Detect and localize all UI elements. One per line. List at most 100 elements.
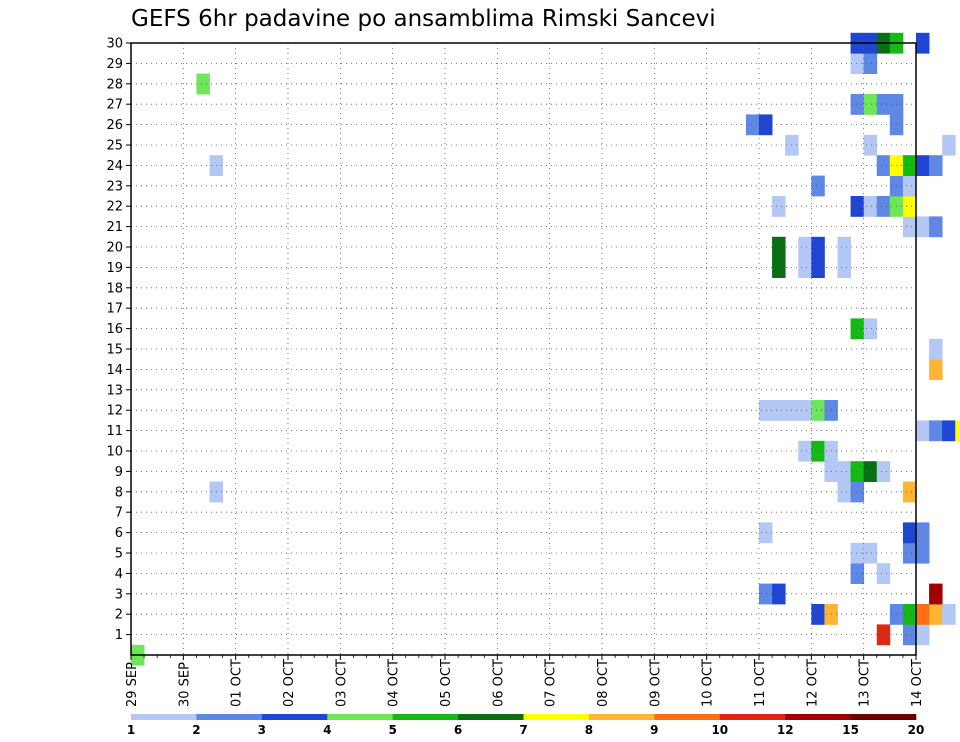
heatmap-cell	[916, 624, 930, 646]
heatmap-cell	[902, 542, 917, 564]
y-tick-label: 6	[115, 526, 123, 541]
colorbar-swatch	[131, 714, 197, 720]
heatmap-cell	[916, 604, 930, 625]
heatmap-cell	[916, 420, 930, 442]
x-axis: 29 SEP 30 SEP 01 OCT 02 OCT 03 OCT 04 OCT 05 O…	[125, 655, 925, 707]
heatmap-cell	[916, 522, 930, 544]
chart-title: GEFS 6hr padavine po ansamblima Rimski S…	[131, 6, 716, 32]
heatmap-cell	[929, 338, 943, 360]
colorbar-label: 15	[842, 723, 859, 737]
heatmap-cell	[772, 583, 786, 605]
heatmap-cell	[955, 420, 960, 442]
colorbar-label: 5	[389, 723, 397, 737]
heatmap-cell	[863, 542, 878, 564]
colorbar-label: 7	[519, 723, 527, 737]
colorbar-label: 9	[650, 723, 658, 737]
heatmap-cell	[929, 420, 943, 442]
heatmap-cell	[759, 400, 773, 421]
heatmap-cell	[902, 175, 917, 197]
heatmap-cell	[929, 583, 943, 605]
y-tick-label: 10	[106, 445, 123, 460]
colorbar-swatch	[785, 714, 851, 720]
y-tick-label: 9	[115, 465, 123, 480]
x-tick-label: 14 OCT	[910, 659, 925, 707]
heatmap-cell	[850, 94, 865, 115]
x-tick-label: 13 OCT	[858, 659, 873, 707]
heatmap-cell	[798, 236, 812, 258]
heatmap-cell	[850, 318, 865, 340]
x-tick-label: 30 SEP	[177, 662, 192, 707]
y-tick-label: 16	[106, 322, 123, 337]
colorbar-swatch	[850, 714, 917, 720]
colorbar-swatch	[458, 714, 524, 720]
heatmap-cell	[798, 440, 812, 462]
y-tick-label: 20	[106, 241, 123, 256]
heatmap-cell	[798, 257, 812, 278]
heatmap-cell	[837, 236, 851, 258]
colorbar-label: 3	[258, 723, 266, 737]
y-tick-label: 8	[115, 485, 123, 500]
heatmap-cell	[811, 236, 825, 258]
colorbar-label: 6	[454, 723, 462, 737]
heatmap-cell	[876, 461, 891, 482]
y-tick-label: 22	[106, 200, 123, 215]
x-tick-label: 29 SEP	[125, 662, 140, 707]
heatmap-cell	[863, 94, 878, 115]
y-tick-label: 29	[106, 57, 123, 72]
y-tick-label: 24	[106, 159, 123, 174]
heatmap-cell	[863, 461, 878, 482]
colorbar-swatch	[392, 714, 459, 720]
heatmap-cell	[850, 481, 865, 503]
y-tick-label: 15	[106, 343, 123, 358]
heatmap-cell	[837, 461, 851, 482]
heatmap-cell	[850, 196, 865, 217]
y-tick-label: 13	[106, 383, 123, 398]
heatmap-cell	[902, 216, 917, 238]
x-tick-label: 10 OCT	[701, 659, 716, 707]
x-tick-label: 05 OCT	[439, 659, 454, 707]
y-tick-label: 21	[106, 220, 123, 235]
y-tick-label: 28	[106, 77, 123, 92]
heatmap-cell	[759, 114, 773, 136]
heatmap-cell	[876, 155, 891, 176]
colorbar-swatch	[261, 714, 328, 720]
heatmap-cell	[942, 420, 956, 442]
y-tick-label: 17	[106, 302, 123, 317]
heatmap-cell	[759, 583, 773, 605]
heatmap-cell	[902, 522, 917, 544]
heatmap-cell	[942, 134, 956, 156]
heatmap-cells	[131, 32, 960, 666]
x-tick-label: 04 OCT	[387, 659, 402, 707]
heatmap-cell	[929, 216, 943, 238]
heatmap-cell	[902, 481, 917, 503]
y-tick-label: 3	[115, 587, 123, 602]
y-tick-label: 25	[106, 139, 123, 154]
heatmap-cell	[929, 604, 943, 625]
heatmap-cell	[837, 481, 851, 503]
colorbar-label: 20	[908, 723, 925, 737]
x-tick-label: 08 OCT	[596, 659, 611, 707]
heatmap-cell	[876, 94, 891, 115]
heatmap-cell	[916, 155, 930, 176]
x-tick-label: 01 OCT	[230, 659, 245, 707]
heatmap-cell	[916, 32, 930, 54]
heatmap-cell	[902, 196, 917, 217]
heatmap-cell	[863, 318, 878, 340]
colorbar: 1 2 3 4 5 6 7 8 9 10 12 15 20	[127, 714, 925, 737]
heatmap-cell	[902, 624, 917, 646]
y-tick-label: 14	[106, 363, 123, 378]
y-tick-label: 26	[106, 118, 123, 133]
heatmap-cell	[811, 440, 825, 462]
heatmap-cell	[745, 114, 760, 136]
y-tick-label: 23	[106, 179, 123, 194]
heatmap-cell	[876, 563, 891, 584]
x-tick-label: 03 OCT	[334, 659, 349, 707]
colorbar-swatch	[719, 714, 786, 720]
heatmap-cell	[772, 196, 786, 217]
heatmap-cell	[811, 604, 825, 625]
y-axis: 1234567891011121314151617181920212223242…	[106, 37, 131, 643]
heatmap-cell	[772, 236, 786, 258]
colorbar-swatch	[327, 714, 393, 720]
y-tick-label: 2	[115, 608, 123, 623]
